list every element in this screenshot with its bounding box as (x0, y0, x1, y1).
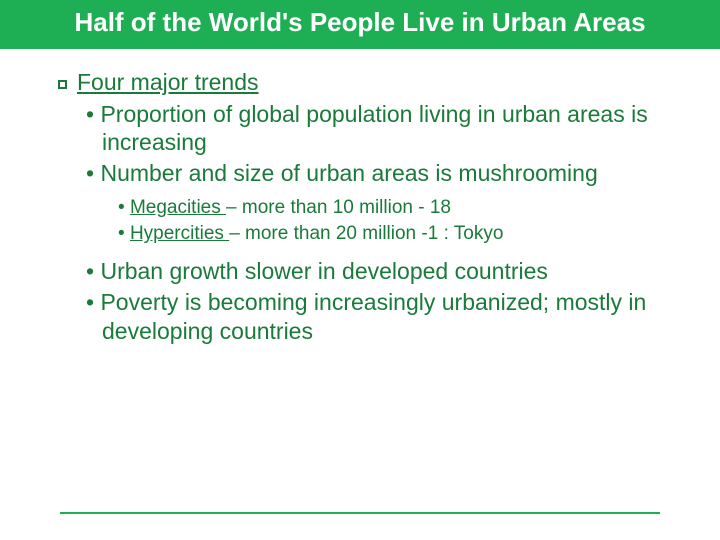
term-rest: – more than 10 million - 18 (226, 197, 451, 218)
title-band: Half of the World's People Live in Urban… (0, 0, 720, 49)
bullet-text: Proportion of global population living i… (100, 101, 647, 156)
slide-content: Four major trends • Proportion of global… (0, 49, 720, 346)
heading-row: Four major trends (58, 69, 680, 96)
term: Hypercities (130, 223, 229, 244)
list-item: • Number and size of urban areas is mush… (102, 159, 680, 188)
bullet-text: Poverty is becoming increasingly urbaniz… (100, 289, 646, 344)
list-item: • Urban growth slower in developed count… (102, 257, 680, 286)
list-item: • Proportion of global population living… (102, 100, 680, 158)
list-item: • Hypercities – more than 20 million -1 … (132, 222, 680, 247)
list-item: • Poverty is becoming increasingly urban… (102, 288, 680, 346)
term-rest: – more than 20 million -1 : Tokyo (229, 223, 503, 244)
bullet-text: Number and size of urban areas is mushro… (100, 160, 597, 186)
list-item: • Megacities – more than 10 million - 18 (132, 196, 680, 221)
bullet-text: Urban growth slower in developed countri… (100, 258, 547, 284)
section-heading: Four major trends (77, 69, 259, 95)
term: Megacities (130, 197, 226, 218)
sub-list: • Megacities – more than 10 million - 18… (40, 196, 680, 247)
slide-title: Half of the World's People Live in Urban… (20, 6, 700, 39)
square-bullet-icon (58, 80, 67, 89)
footer-divider (60, 512, 660, 514)
